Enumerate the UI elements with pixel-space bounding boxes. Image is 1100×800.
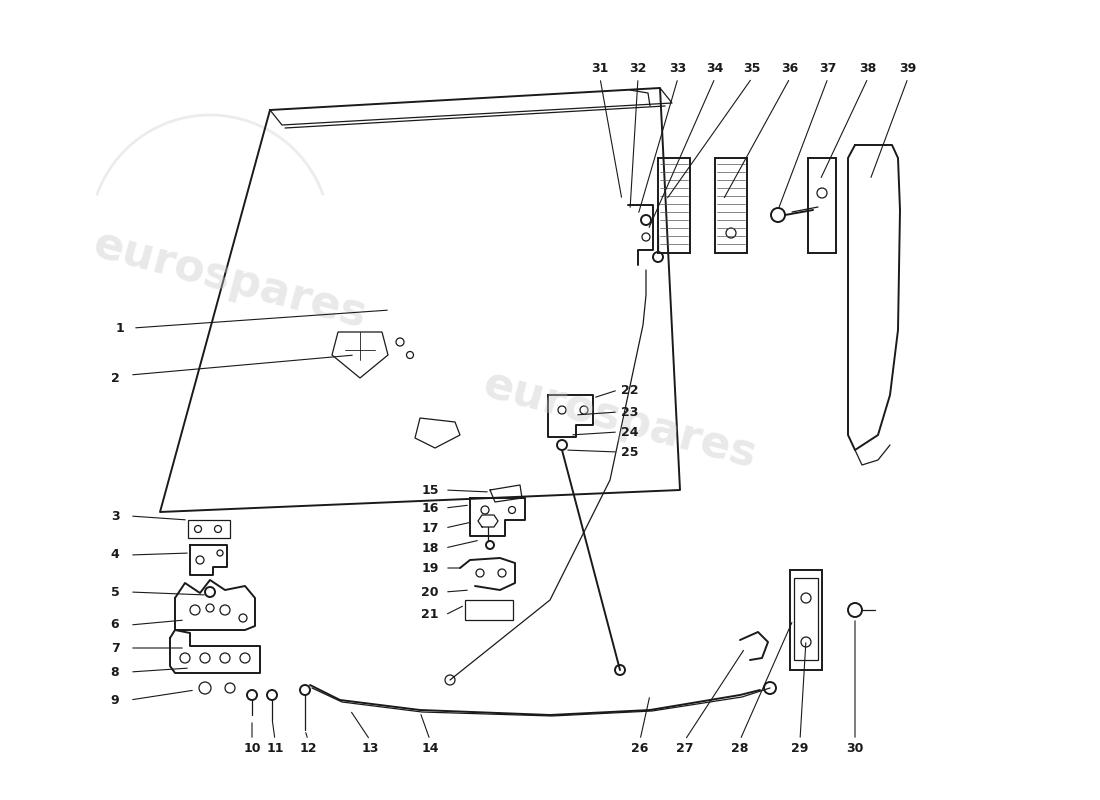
Text: eurospares: eurospares [478,363,761,477]
Bar [188,520,230,538]
Text: 31: 31 [592,62,608,74]
Text: 10: 10 [243,742,261,754]
Text: 4: 4 [111,549,120,562]
Text: 6: 6 [111,618,119,631]
Text: 37: 37 [820,62,837,74]
Text: 26: 26 [631,742,649,754]
Text: 25: 25 [621,446,639,458]
Text: 13: 13 [361,742,378,754]
Text: 34: 34 [706,62,724,74]
Text: 8: 8 [111,666,119,678]
Text: 33: 33 [670,62,686,74]
Text: 12: 12 [299,742,317,754]
Bar [715,158,747,253]
Text: eurospares: eurospares [88,223,372,337]
Text: 7: 7 [111,642,120,654]
Text: 21: 21 [421,609,439,622]
Bar [658,158,690,253]
Text: 9: 9 [111,694,119,706]
Text: 35: 35 [744,62,761,74]
Text: 24: 24 [621,426,639,438]
Text: 27: 27 [676,742,694,754]
Text: 11: 11 [266,742,284,754]
Text: 5: 5 [111,586,120,598]
Text: 17: 17 [421,522,439,534]
Text: 14: 14 [421,742,439,754]
Text: 32: 32 [629,62,647,74]
Text: 20: 20 [421,586,439,598]
Text: 16: 16 [421,502,439,514]
Bar [808,158,836,253]
Text: 3: 3 [111,510,119,522]
Text: 19: 19 [421,562,439,574]
Bar [794,578,818,660]
Text: 18: 18 [421,542,439,554]
Bar [465,600,513,620]
Text: 39: 39 [900,62,916,74]
Text: 38: 38 [859,62,877,74]
Bar [790,570,822,670]
Text: 1: 1 [116,322,124,334]
Text: 30: 30 [846,742,864,754]
Text: 15: 15 [421,483,439,497]
Text: 36: 36 [781,62,799,74]
Text: 2: 2 [111,371,120,385]
Text: 28: 28 [732,742,749,754]
Text: 22: 22 [621,383,639,397]
Text: 29: 29 [791,742,808,754]
Text: 23: 23 [621,406,639,418]
